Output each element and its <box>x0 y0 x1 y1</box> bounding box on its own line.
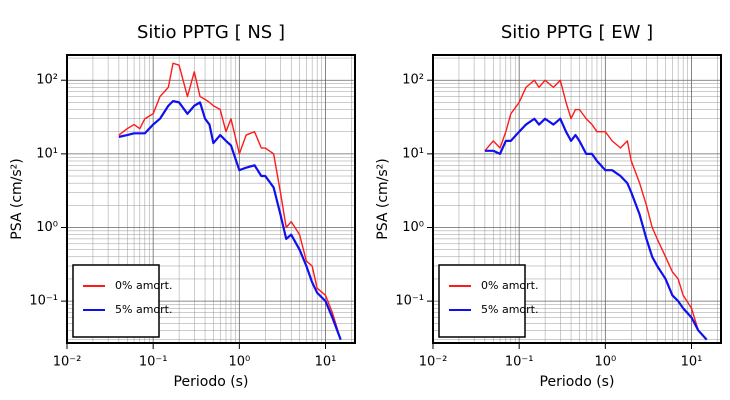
series-line <box>484 117 708 341</box>
y-axis-label: PSA (cm/s²) <box>375 158 391 240</box>
plot-frame <box>432 54 722 344</box>
legend-box <box>72 264 160 338</box>
x-tick-label: 10¹ <box>681 355 703 370</box>
y-tick-label: 10⁻¹ <box>395 294 424 309</box>
y-tick-label: 10² <box>36 73 58 88</box>
legend-box <box>438 264 526 338</box>
series-line <box>484 79 708 341</box>
legend-label: 5% amort. <box>115 303 172 316</box>
series-line <box>118 62 342 340</box>
x-tick-label: 10⁰ <box>228 355 250 370</box>
x-axis-label: Periodo (s) <box>540 374 615 390</box>
plot-frame <box>66 54 356 344</box>
legend-label: 5% amort. <box>481 303 538 316</box>
x-tick-label: 10⁻² <box>419 355 448 370</box>
y-tick-label: 10⁰ <box>36 220 58 235</box>
legend-label: 0% amort. <box>481 279 538 292</box>
y-tick-label: 10⁰ <box>402 220 424 235</box>
y-axis-label: PSA (cm/s²) <box>9 158 25 240</box>
x-tick-label: 10⁻¹ <box>505 355 534 370</box>
chart-title: Sitio PPTG [ NS ] <box>137 22 285 43</box>
y-tick-label: 10⁻¹ <box>29 294 58 309</box>
x-axis-label: Periodo (s) <box>174 374 249 390</box>
legend-label: 0% amort. <box>115 279 172 292</box>
series-line <box>118 100 342 341</box>
chart-title: Sitio PPTG [ EW ] <box>501 22 653 43</box>
x-tick-label: 10¹ <box>315 355 337 370</box>
y-tick-label: 10¹ <box>402 146 424 161</box>
y-tick-label: 10¹ <box>36 146 58 161</box>
y-tick-label: 10² <box>402 73 424 88</box>
x-tick-label: 10⁰ <box>594 355 616 370</box>
x-tick-label: 10⁻² <box>53 355 82 370</box>
x-tick-label: 10⁻¹ <box>139 355 168 370</box>
